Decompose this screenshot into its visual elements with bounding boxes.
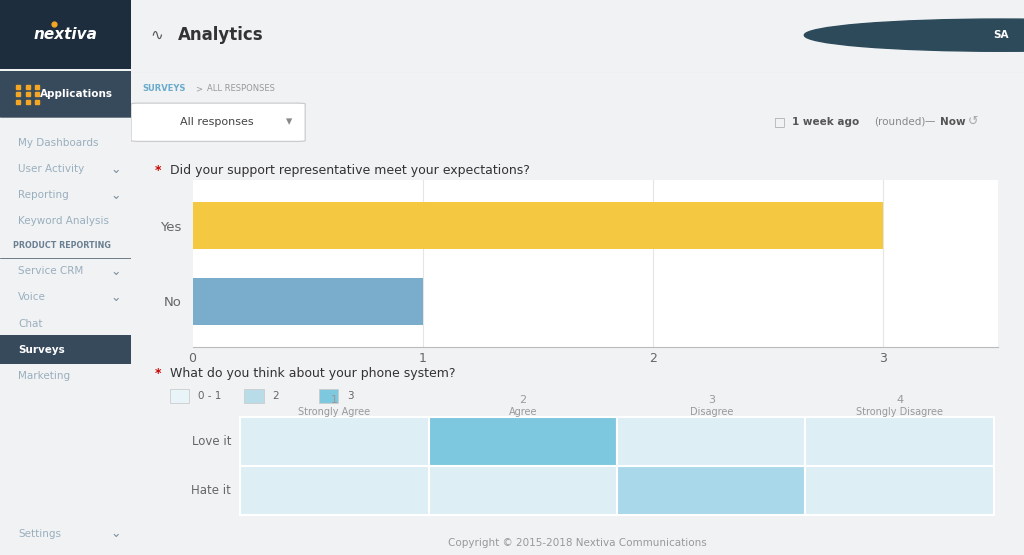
Text: SA: SA [993,30,1009,40]
Text: ∿: ∿ [151,28,164,43]
Text: Service CRM: Service CRM [18,266,84,276]
FancyBboxPatch shape [131,103,305,142]
Text: My Dashboards: My Dashboards [18,138,99,148]
Text: □: □ [774,115,785,128]
Text: Applications: Applications [40,89,113,99]
Text: Reporting: Reporting [18,190,69,200]
Text: 2: 2 [272,391,280,401]
Text: Agree: Agree [509,406,537,416]
Bar [170,390,189,403]
Text: ↺: ↺ [968,115,978,128]
Text: 1: 1 [331,395,338,405]
Text: nextiva: nextiva [34,27,97,43]
Text: Copyright © 2015-2018 Nextiva Communications: Copyright © 2015-2018 Nextiva Communicat… [449,538,707,548]
Text: 0 - 1: 0 - 1 [198,391,221,401]
Text: Settings: Settings [18,529,61,539]
Text: 2: 2 [519,395,526,405]
Text: ▾: ▾ [286,115,292,128]
Text: (rounded): (rounded) [874,117,926,127]
Text: Strongly Agree: Strongly Agree [298,406,371,416]
Bar [245,390,264,403]
Text: 3: 3 [708,395,715,405]
Bar [806,466,994,515]
Text: *: * [155,164,162,177]
Circle shape [804,19,1024,51]
Text: ⌄: ⌄ [111,265,121,278]
Text: ⌄: ⌄ [111,527,121,541]
Text: Surveys: Surveys [18,345,66,355]
Bar [0,335,131,364]
Bar [0,71,131,117]
Text: Analytics: Analytics [177,26,263,44]
Text: Marketing: Marketing [18,371,71,381]
Text: What do you think about your phone system?: What do you think about your phone syste… [170,367,456,380]
Bar [240,466,428,515]
Text: Disagree: Disagree [689,406,733,416]
Bar [318,390,338,403]
Text: 4: 4 [896,395,903,405]
Text: Now: Now [940,117,966,127]
Text: Chat: Chat [18,319,43,329]
Text: ⌄: ⌄ [111,189,121,202]
Bar [428,466,617,515]
Bar [806,417,994,466]
Text: —: — [925,117,935,127]
Text: ⌄: ⌄ [111,291,121,304]
Bar [617,417,806,466]
Text: User Activity: User Activity [18,164,85,174]
Text: ⌄: ⌄ [111,163,121,176]
Text: Did your support representative meet your expectations?: Did your support representative meet you… [170,164,529,177]
Text: Strongly Disagree: Strongly Disagree [856,406,943,416]
Bar [617,466,806,515]
Text: PRODUCT REPORTING: PRODUCT REPORTING [13,241,111,250]
Text: ALL RESPONSES: ALL RESPONSES [207,84,274,93]
Text: All responses: All responses [180,117,254,127]
Text: 1 week ago: 1 week ago [792,117,859,127]
Text: Hate it: Hate it [191,484,231,497]
Bar [193,278,423,325]
Bar [193,203,884,249]
Text: Love it: Love it [191,435,231,448]
Text: Voice: Voice [18,292,46,302]
Text: SURVEYS: SURVEYS [142,84,186,93]
Text: *: * [155,367,162,380]
Text: 3: 3 [347,391,353,401]
Bar [428,417,617,466]
Bar [240,417,428,466]
Text: >: > [196,84,203,93]
Bar [0,0,131,69]
Text: Keyword Analysis: Keyword Analysis [18,216,110,226]
